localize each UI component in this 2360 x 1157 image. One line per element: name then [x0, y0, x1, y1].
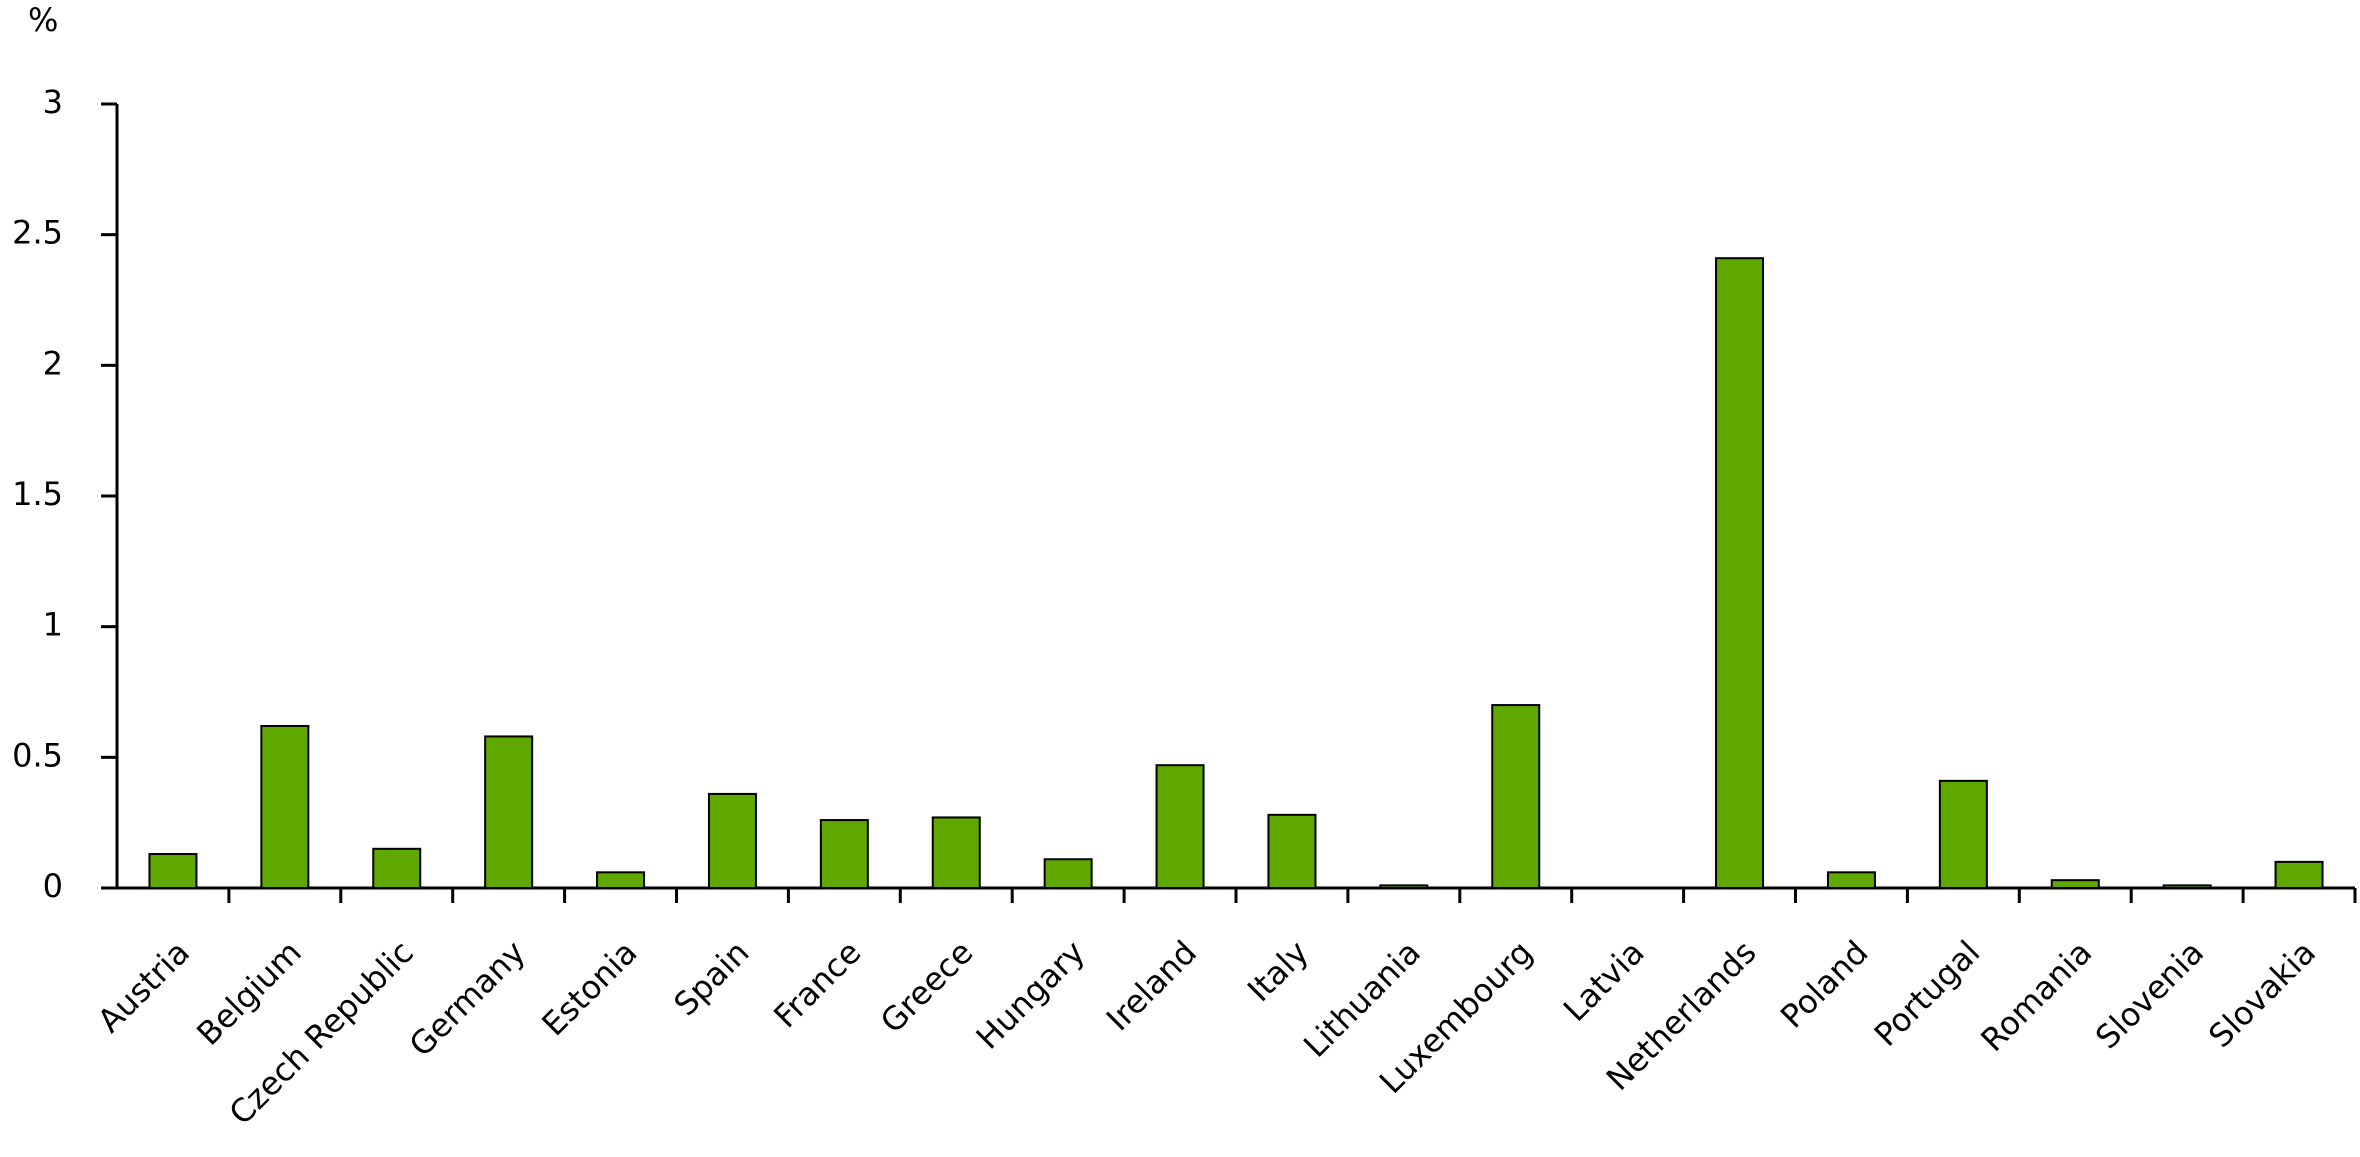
bar	[1379, 884, 1429, 889]
x-tick-label: Germany	[402, 933, 533, 1064]
y-tick-label: 0	[43, 867, 63, 905]
bar	[1043, 858, 1093, 890]
bar	[1938, 779, 1988, 889]
bar	[148, 853, 198, 890]
x-tick-label: Slovakia	[2201, 933, 2323, 1055]
x-tick-label: Slovenia	[2088, 933, 2211, 1056]
x-tick-label: Italy	[1240, 933, 1316, 1009]
x-tick-label: Portugal	[1867, 933, 1988, 1054]
y-tick-label: 1.5	[12, 475, 63, 513]
y-tick-label: 3	[43, 83, 63, 121]
bar	[1715, 257, 1765, 890]
bar	[819, 819, 869, 890]
x-tick-label: Romania	[1973, 933, 2099, 1059]
x-tick-label: Poland	[1773, 933, 1875, 1035]
x-tick-label: Greece	[873, 933, 980, 1040]
bar	[2162, 884, 2212, 889]
bar	[1267, 813, 1317, 889]
x-tick-label: Hungary	[969, 933, 1092, 1056]
bar	[931, 816, 981, 889]
bar	[1491, 704, 1541, 889]
x-tick-label: Estonia	[534, 933, 644, 1043]
x-tick-label: Austria	[90, 933, 197, 1040]
bar	[484, 735, 534, 890]
bar	[707, 792, 757, 889]
y-tick-label: 2	[43, 344, 63, 382]
bar	[1155, 764, 1205, 890]
y-tick-label: 0.5	[12, 736, 63, 774]
bar	[1826, 871, 1876, 890]
x-tick-label: Spain	[666, 933, 756, 1023]
bar	[260, 724, 310, 889]
x-tick-label: Latvia	[1556, 933, 1652, 1029]
y-tick-label: 2.5	[12, 214, 63, 252]
bar	[2274, 860, 2324, 889]
bar	[2050, 879, 2100, 889]
y-tick-label: 1	[43, 606, 63, 644]
x-tick-label: France	[766, 933, 868, 1035]
x-tick-label: Ireland	[1099, 933, 1204, 1038]
bar	[596, 871, 646, 890]
y-axis-label: %	[28, 1, 58, 39]
bar	[372, 847, 422, 889]
